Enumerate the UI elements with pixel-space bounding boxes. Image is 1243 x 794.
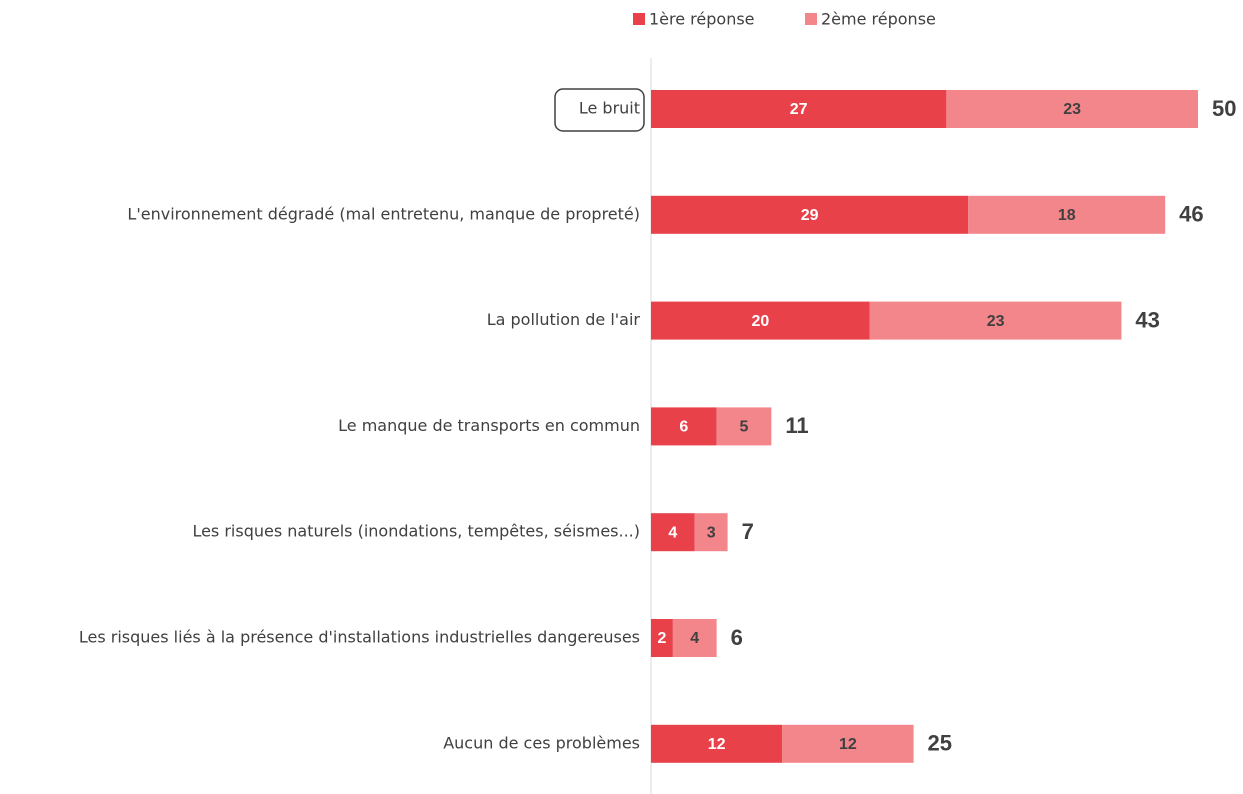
category-label: Aucun de ces problèmes <box>443 733 640 752</box>
bar-segment <box>651 513 695 552</box>
total-label: 25 <box>928 731 952 756</box>
category-label: Les risques liés à la présence d'install… <box>79 628 640 647</box>
bar-segment <box>672 619 717 657</box>
bar-segment <box>716 407 772 446</box>
data-label: 23 <box>1063 101 1081 118</box>
data-label: 6 <box>679 419 688 436</box>
total-label: 6 <box>731 625 743 650</box>
legend-label: 1ère réponse <box>649 10 755 29</box>
bar-segment <box>651 301 870 340</box>
category-label: L'environnement dégradé (mal entretenu, … <box>127 204 640 223</box>
bar-segment <box>651 724 783 763</box>
bar-segment <box>968 195 1166 234</box>
total-label: 50 <box>1212 96 1236 121</box>
total-label: 7 <box>742 519 754 544</box>
bar-segment <box>651 619 673 657</box>
bar-segment <box>946 90 1198 128</box>
bar-segment <box>694 513 728 552</box>
data-label: 12 <box>708 736 726 753</box>
bar-segment <box>651 407 717 446</box>
bar-segment <box>651 195 969 234</box>
legend-swatch <box>633 13 645 25</box>
data-label: 4 <box>668 524 677 541</box>
bar-segment <box>782 724 914 763</box>
category-label: La pollution de l'air <box>487 310 641 329</box>
total-label: 46 <box>1179 202 1203 227</box>
total-label: 43 <box>1135 307 1159 332</box>
data-label: 27 <box>790 101 808 118</box>
data-label: 5 <box>740 419 749 436</box>
bar-segment <box>651 90 947 128</box>
category-label: Le bruit <box>579 99 640 118</box>
data-label: 3 <box>707 524 716 541</box>
data-label: 12 <box>839 736 857 753</box>
legend-swatch <box>805 13 817 25</box>
data-label: 29 <box>801 207 819 224</box>
legend-label: 2ème réponse <box>821 10 936 29</box>
data-label: 4 <box>690 630 699 647</box>
category-label: Le manque de transports en commun <box>338 416 640 435</box>
data-label: 2 <box>657 630 666 647</box>
bar-segment <box>869 301 1122 340</box>
category-label: Les risques naturels (inondations, tempê… <box>192 522 640 541</box>
selection-box <box>554 88 645 132</box>
data-label: 18 <box>1058 207 1076 224</box>
data-label: 23 <box>987 313 1005 330</box>
total-label: 11 <box>785 413 808 438</box>
data-label: 20 <box>752 313 770 330</box>
